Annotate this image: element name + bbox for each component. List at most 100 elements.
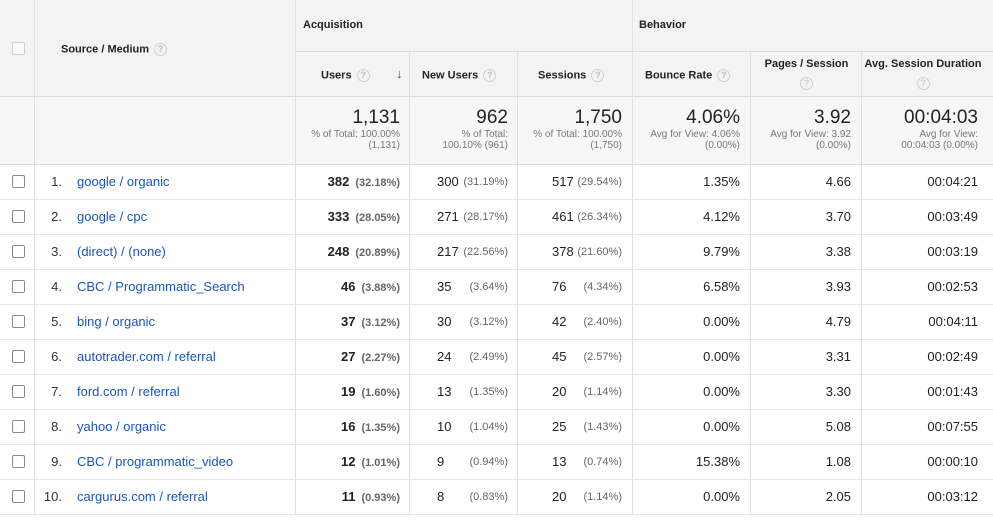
table-row[interactable]: 6. autotrader.com / referral 27 (2.27%) 2…: [0, 340, 993, 375]
row-checkbox[interactable]: [12, 455, 25, 468]
row-index: 4.: [51, 279, 62, 294]
users-header[interactable]: Users? ↓: [296, 52, 410, 97]
row-index: 1.: [51, 174, 62, 189]
total-subtext: (0.00%): [704, 140, 740, 151]
table-row[interactable]: 7. ford.com / referral 19 (1.60%) 13 (1.3…: [0, 375, 993, 410]
help-icon[interactable]: ?: [591, 69, 605, 82]
row-checkbox[interactable]: [12, 350, 25, 363]
users-value: 11: [341, 489, 356, 504]
new-users-header[interactable]: New Users?: [410, 52, 518, 97]
avg-duration-value: 00:02:49: [927, 349, 978, 364]
bounce-rate-label: Bounce Rate: [645, 69, 713, 82]
select-all-checkbox[interactable]: [12, 42, 25, 55]
row-index: 8.: [51, 419, 62, 434]
users-value: 333: [327, 209, 350, 224]
sessions-percent: (2.40%): [583, 316, 622, 328]
new-users-value: 217: [437, 244, 459, 259]
avg-duration-value: 00:03:19: [927, 244, 978, 259]
pages-session-value: 3.70: [825, 209, 851, 224]
source-medium-link[interactable]: bing / organic: [77, 314, 156, 329]
users-percent: (1.01%): [361, 457, 400, 469]
new-users-percent: (0.83%): [469, 491, 508, 503]
table-header: Source / Medium? Acquisition Behavior Us…: [0, 0, 993, 97]
pages-session-label: Pages / Session: [764, 58, 849, 70]
row-checkbox[interactable]: [12, 420, 25, 433]
users-percent: (1.35%): [361, 422, 400, 434]
source-medium-link[interactable]: yahoo / organic: [77, 419, 166, 434]
sessions-percent: (4.34%): [583, 281, 622, 293]
bounce-rate-value: 0.00%: [703, 419, 740, 434]
table-row[interactable]: 10. cargurus.com / referral 11 (0.93%) 8 …: [0, 480, 993, 515]
avg-duration-value: 00:03:49: [927, 209, 978, 224]
new-users-value: 8: [437, 489, 445, 504]
table-row[interactable]: 2. google / cpc 333 (28.05%) 271 (28.17%)…: [0, 200, 993, 235]
source-medium-link[interactable]: cargurus.com / referral: [77, 489, 208, 504]
total-subtext: % of Total: 100.00%: [533, 129, 622, 140]
row-checkbox[interactable]: [12, 490, 25, 503]
new-users-value: 24: [437, 349, 452, 364]
help-icon[interactable]: ?: [717, 69, 731, 82]
row-checkbox[interactable]: [12, 245, 25, 258]
avg-duration-value: 00:00:10: [927, 454, 978, 469]
acquisition-group-header: Acquisition: [296, 0, 633, 52]
table-row[interactable]: 1. google / organic 382 (32.18%) 300 (31.…: [0, 165, 993, 200]
bounce-rate-value: 0.00%: [703, 349, 740, 364]
help-icon[interactable]: ?: [916, 77, 930, 91]
source-medium-link[interactable]: CBC / programmatic_video: [77, 454, 234, 469]
source-medium-link[interactable]: CBC / Programmatic_Search: [77, 279, 245, 294]
bounce-rate-value: 0.00%: [703, 314, 740, 329]
total-subtext: (1,131): [368, 140, 400, 151]
sessions-value: 378: [552, 244, 574, 259]
row-index: 5.: [51, 314, 62, 329]
avg-duration-header[interactable]: Avg. Session Duration ?: [862, 52, 993, 97]
new-users-percent: (31.19%): [463, 176, 508, 188]
sessions-percent: (2.57%): [583, 351, 622, 363]
sessions-percent: (1.43%): [583, 421, 622, 433]
avg-duration-value: 00:01:43: [927, 384, 978, 399]
sessions-value: 517: [552, 174, 574, 189]
table-row[interactable]: 3. (direct) / (none) 248 (20.89%) 217 (22…: [0, 235, 993, 270]
bounce-rate-value: 1.35%: [703, 174, 740, 189]
help-icon[interactable]: ?: [483, 69, 497, 82]
help-icon[interactable]: ?: [154, 43, 168, 56]
select-all-cell: [0, 0, 35, 96]
source-medium-link[interactable]: (direct) / (none): [77, 244, 166, 259]
row-checkbox[interactable]: [12, 385, 25, 398]
source-medium-link[interactable]: ford.com / referral: [77, 384, 180, 399]
table-row[interactable]: 8. yahoo / organic 16 (1.35%) 10 (1.04%) …: [0, 410, 993, 445]
pages-session-value: 4.79: [825, 314, 851, 329]
sessions-percent: (0.74%): [583, 456, 622, 468]
table-row[interactable]: 4. CBC / Programmatic_Search 46 (3.88%) 3…: [0, 270, 993, 305]
sessions-header[interactable]: Sessions?: [518, 52, 633, 97]
sessions-value: 25: [552, 419, 567, 434]
new-users-value: 9: [437, 454, 445, 469]
pages-session-header[interactable]: Pages / Session ?: [751, 52, 862, 97]
bounce-rate-header[interactable]: Bounce Rate?: [633, 52, 751, 97]
pages-session-value: 4.66: [825, 174, 851, 189]
sessions-percent: (26.34%): [577, 211, 622, 223]
users-value: 16: [341, 419, 356, 434]
sort-descending-icon[interactable]: ↓: [396, 66, 403, 81]
table-row[interactable]: 9. CBC / programmatic_video 12 (1.01%) 9 …: [0, 445, 993, 480]
new-users-label: New Users: [422, 69, 479, 82]
new-users-percent: (0.94%): [469, 456, 508, 468]
pages-session-value: 1.08: [825, 454, 851, 469]
table-row[interactable]: 5. bing / organic 37 (3.12%) 30 (3.12%) 4…: [0, 305, 993, 340]
source-medium-link[interactable]: google / cpc: [77, 209, 148, 224]
new-users-total: 962 % of Total: 100.10% (961): [410, 97, 518, 164]
help-icon[interactable]: ?: [800, 77, 813, 91]
users-percent: (2.27%): [361, 352, 400, 364]
new-users-value: 30: [437, 314, 452, 329]
source-medium-link[interactable]: google / organic: [77, 174, 170, 189]
row-checkbox[interactable]: [12, 315, 25, 328]
row-checkbox[interactable]: [12, 210, 25, 223]
users-percent: (1.60%): [361, 387, 400, 399]
row-checkbox[interactable]: [12, 280, 25, 293]
total-value: 1,750: [574, 107, 622, 128]
help-icon[interactable]: ?: [356, 69, 370, 82]
source-medium-link[interactable]: autotrader.com / referral: [77, 349, 216, 364]
sessions-percent: (21.60%): [577, 246, 622, 258]
source-medium-header[interactable]: Source / Medium?: [35, 0, 296, 96]
new-users-percent: (3.64%): [469, 281, 508, 293]
row-checkbox[interactable]: [12, 175, 25, 188]
